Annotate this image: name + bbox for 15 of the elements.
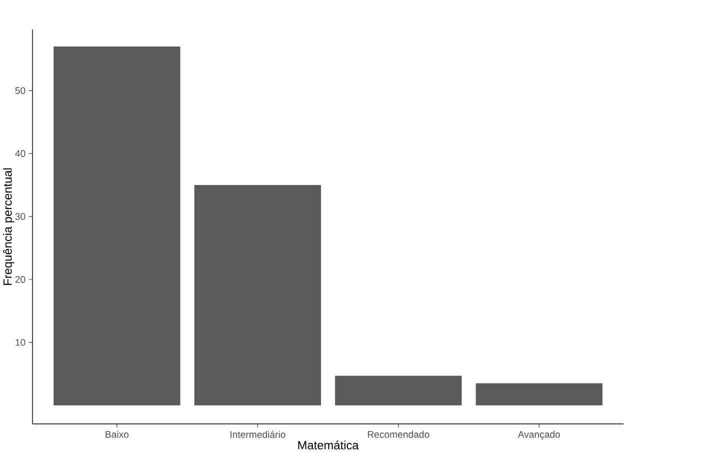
x-tick-label: Intermediário [230, 430, 286, 438]
x-tick-label: Baixo [106, 430, 129, 438]
x-tick-label: Avançado [518, 430, 560, 440]
y-tick-label: 40 [15, 150, 26, 157]
x-tick-label: Recomendado [368, 430, 430, 438]
bar [476, 383, 602, 406]
x-axis-title: Matemática [298, 440, 359, 450]
bar [335, 376, 462, 406]
y-tick-label: 50 [15, 86, 26, 94]
bar [54, 46, 180, 406]
y-axis-title: Frequência percentual [3, 168, 14, 285]
y-tick-label: 30 [15, 212, 26, 220]
y-tick-label: 10 [16, 338, 26, 346]
bar [194, 184, 321, 406]
y-tick-label: 20 [15, 276, 26, 283]
